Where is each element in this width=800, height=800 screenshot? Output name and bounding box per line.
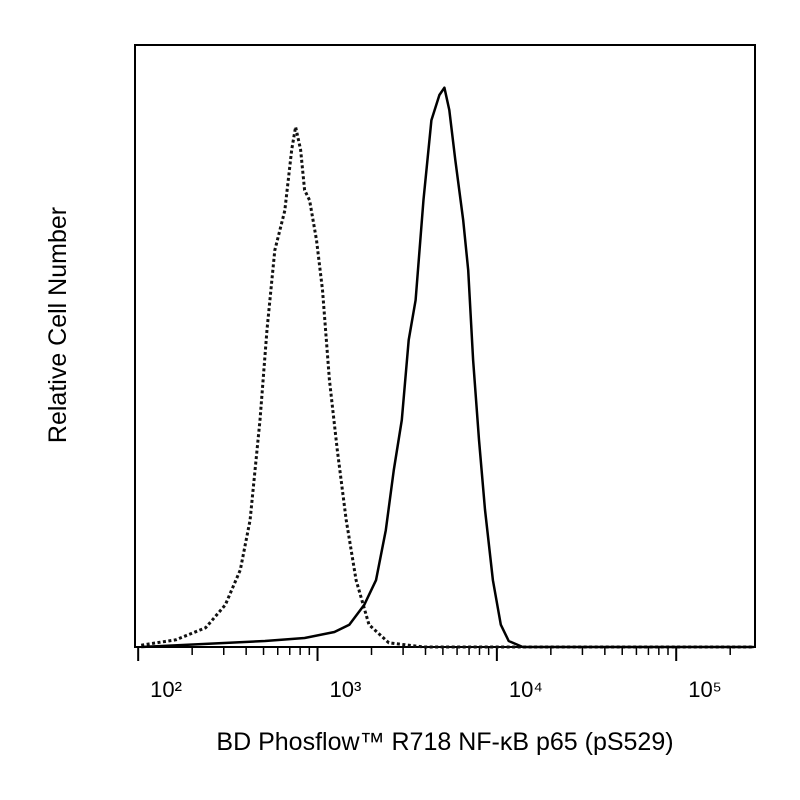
histogram-curve — [140, 125, 754, 649]
x-tick-label: 10⁴ — [509, 677, 543, 702]
y-axis-title: Relative Cell Number — [44, 207, 72, 443]
plot-frame — [134, 44, 756, 648]
x-tick-label: 10⁵ — [688, 677, 722, 702]
histogram-curve — [141, 86, 754, 649]
x-tick-label: 10² — [150, 677, 182, 702]
x-tick-label: 10³ — [330, 677, 362, 702]
x-axis-title: BD Phosflow™ R718 NF-κB p65 (pS529) — [216, 728, 673, 756]
